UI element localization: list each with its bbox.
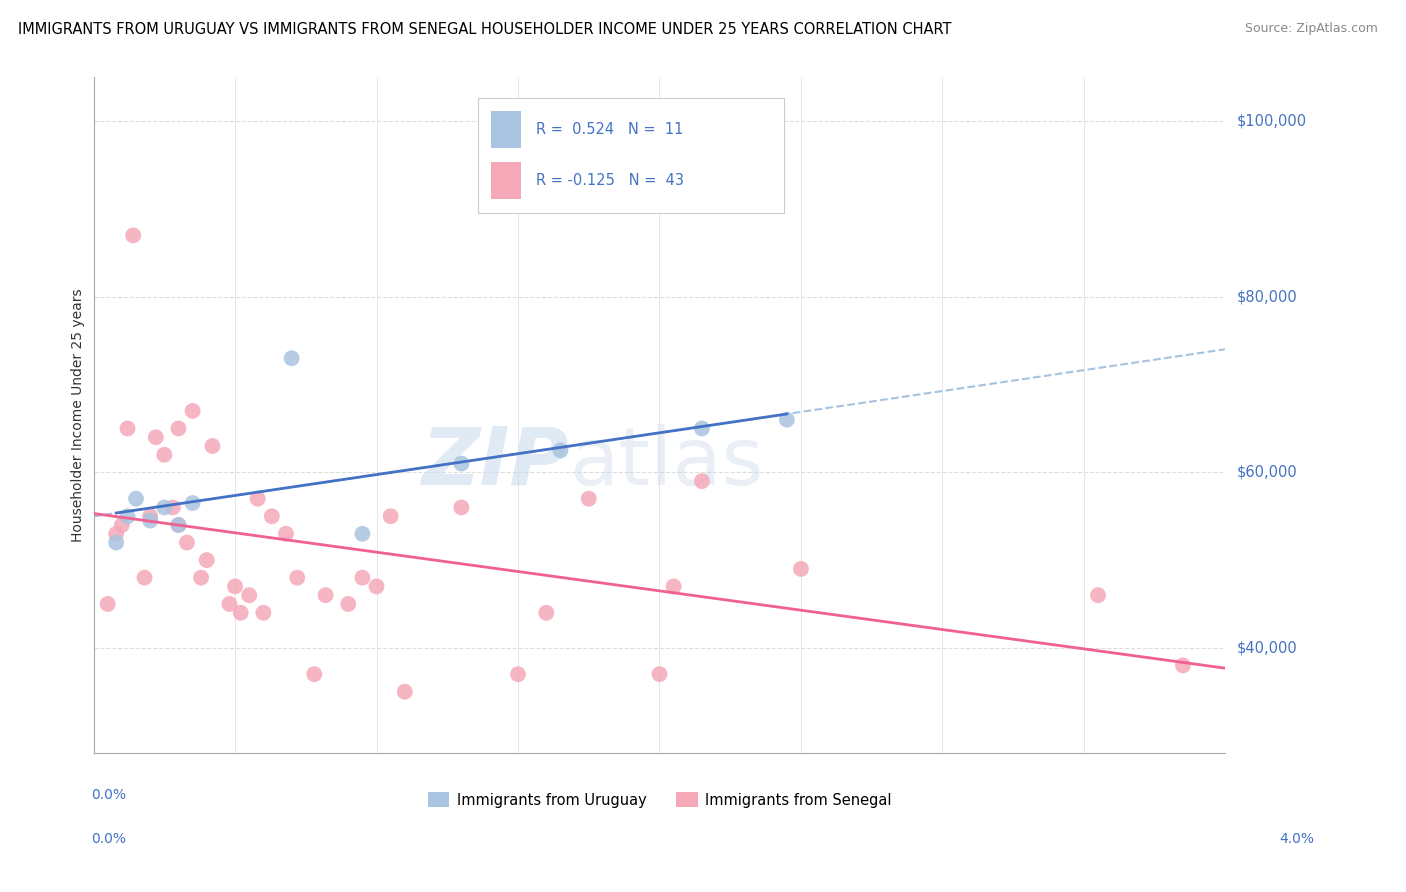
Point <box>394 684 416 698</box>
Point <box>352 526 374 541</box>
Point <box>139 514 162 528</box>
Point <box>662 579 685 593</box>
Point <box>190 571 212 585</box>
Point <box>229 606 252 620</box>
Point <box>450 457 472 471</box>
Point <box>167 518 190 533</box>
Point <box>167 518 190 533</box>
Text: $60,000: $60,000 <box>1236 465 1298 480</box>
Point <box>252 606 274 620</box>
Point <box>181 404 204 418</box>
Point <box>122 228 145 243</box>
Point <box>97 597 120 611</box>
Point <box>181 496 204 510</box>
Point <box>117 509 139 524</box>
Point <box>238 588 260 602</box>
Point <box>111 518 134 533</box>
Point <box>304 667 326 681</box>
Point <box>280 351 302 366</box>
Point <box>117 421 139 435</box>
Point <box>274 526 297 541</box>
Point <box>246 491 269 506</box>
Point <box>1171 658 1194 673</box>
Point <box>690 421 713 435</box>
Text: Source: ZipAtlas.com: Source: ZipAtlas.com <box>1244 22 1378 36</box>
Point <box>790 562 813 576</box>
Point <box>167 421 190 435</box>
Point <box>201 439 224 453</box>
Point <box>337 597 360 611</box>
Legend: Immigrants from Uruguay, Immigrants from Senegal: Immigrants from Uruguay, Immigrants from… <box>422 787 897 814</box>
Text: ZIP: ZIP <box>422 424 569 501</box>
Point <box>578 491 600 506</box>
Point <box>366 579 388 593</box>
Point <box>195 553 218 567</box>
Point <box>648 667 671 681</box>
Point <box>380 509 402 524</box>
Point <box>176 535 198 549</box>
Text: IMMIGRANTS FROM URUGUAY VS IMMIGRANTS FROM SENEGAL HOUSEHOLDER INCOME UNDER 25 Y: IMMIGRANTS FROM URUGUAY VS IMMIGRANTS FR… <box>18 22 952 37</box>
Point <box>105 526 128 541</box>
Point <box>153 500 176 515</box>
Point <box>139 509 162 524</box>
Text: $80,000: $80,000 <box>1236 289 1298 304</box>
Text: $40,000: $40,000 <box>1236 640 1298 656</box>
Point <box>218 597 240 611</box>
Point <box>352 571 374 585</box>
Point <box>776 413 799 427</box>
Text: 4.0%: 4.0% <box>1279 832 1315 846</box>
Point <box>315 588 337 602</box>
Text: 0.0%: 0.0% <box>91 789 127 802</box>
Point <box>285 571 308 585</box>
Point <box>162 500 184 515</box>
Point <box>224 579 246 593</box>
Point <box>536 606 558 620</box>
Text: atlas: atlas <box>569 424 763 501</box>
Point <box>1087 588 1109 602</box>
Text: 0.0%: 0.0% <box>91 832 127 846</box>
Point <box>506 667 529 681</box>
Point <box>690 474 713 488</box>
Text: $100,000: $100,000 <box>1236 114 1306 128</box>
Point <box>125 491 148 506</box>
Point <box>134 571 156 585</box>
Point <box>145 430 167 444</box>
Point <box>153 448 176 462</box>
Point <box>260 509 283 524</box>
Point <box>550 443 572 458</box>
Y-axis label: Householder Income Under 25 years: Householder Income Under 25 years <box>72 288 86 542</box>
Point <box>450 500 472 515</box>
Point <box>105 535 128 549</box>
